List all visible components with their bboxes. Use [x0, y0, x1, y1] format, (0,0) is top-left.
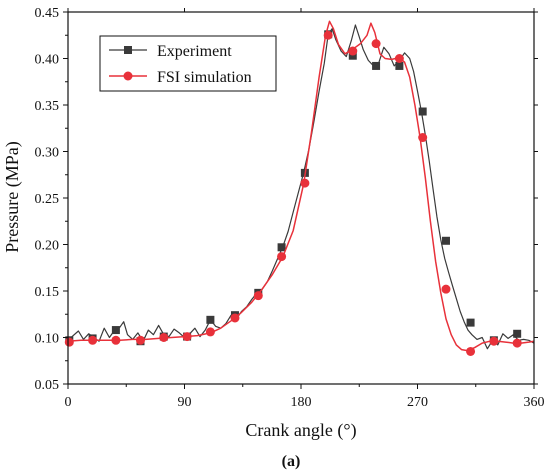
y-tick-label: 0.35	[35, 99, 60, 114]
y-tick-label: 0.20	[35, 239, 60, 254]
y-tick-label: 0.05	[35, 378, 60, 393]
legend-marker-simulation	[123, 71, 133, 81]
x-tick-label: 360	[524, 395, 545, 410]
data-point-simulation	[441, 284, 451, 294]
data-point-simulation	[348, 46, 358, 56]
series-simulation	[64, 20, 535, 356]
legend-box	[99, 35, 277, 92]
y-axis-title: Pressure (MPa)	[2, 141, 23, 252]
data-point-simulation	[205, 327, 215, 337]
y-tick-label: 0.10	[35, 332, 60, 347]
y-tick-label: 0.45	[35, 6, 60, 21]
legend-label-experiment: Experiment	[157, 43, 232, 60]
data-point-experiment	[513, 329, 522, 338]
data-point-simulation	[135, 335, 145, 345]
data-point-experiment	[372, 61, 381, 70]
data-point-simulation	[230, 313, 240, 323]
series-line-simulation	[67, 20, 535, 352]
x-tick-label: 270	[407, 395, 428, 410]
y-tick-label: 0.30	[35, 146, 60, 161]
data-point-experiment	[418, 107, 427, 116]
legend-label-simulation: FSI simulation	[157, 69, 252, 86]
data-point-simulation	[88, 335, 98, 345]
data-point-simulation	[159, 333, 169, 342]
data-point-simulation	[64, 337, 74, 347]
data-point-simulation	[253, 291, 263, 301]
data-point-simulation	[182, 332, 192, 342]
data-point-experiment	[466, 318, 475, 327]
data-point-simulation	[512, 338, 522, 348]
data-point-experiment	[441, 236, 450, 245]
y-tick-label: 0.15	[35, 285, 60, 300]
data-point-simulation	[323, 30, 333, 40]
y-tick-label: 0.25	[35, 192, 60, 207]
data-point-simulation	[394, 54, 404, 63]
data-point-simulation	[371, 39, 381, 49]
legend-marker-experiment	[124, 46, 132, 54]
data-point-simulation	[300, 178, 310, 188]
x-axis-title: Crank angle (°)	[245, 420, 356, 441]
legend: Experiment FSI simulation	[99, 35, 277, 92]
data-point-experiment	[206, 315, 215, 324]
data-point-experiment	[111, 326, 120, 335]
data-point-simulation	[111, 335, 121, 345]
x-tick-label: 0	[65, 395, 72, 410]
series-line-experiment	[67, 24, 535, 350]
data-point-simulation	[418, 133, 428, 143]
data-point-experiment	[348, 51, 357, 60]
x-tick-label: 180	[291, 395, 312, 410]
data-point-experiment	[395, 61, 404, 70]
panel-caption: (a)	[282, 453, 301, 470]
data-point-simulation	[489, 336, 499, 346]
axes-layer: 0 90 180 270 360 0.05 0.10 0.15 0.20 0.25 0.30 0.35…	[35, 6, 545, 410]
data-point-experiment	[277, 243, 286, 252]
y-tick-label: 0.40	[35, 53, 60, 68]
data-point-simulation	[277, 252, 287, 262]
data-point-simulation	[466, 346, 476, 356]
series-layer	[64, 20, 535, 356]
x-tick-label: 90	[178, 395, 192, 410]
